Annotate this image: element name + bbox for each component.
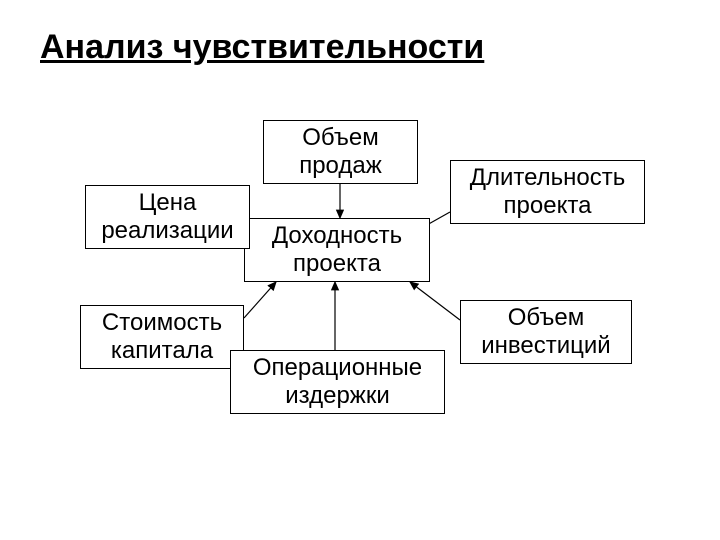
node-center: Доходностьпроекта [244,218,430,282]
edge-left2-to-center [244,282,276,318]
diagram-canvas: Анализ чувствительности Доходностьпроект… [0,0,720,540]
node-top: Объемпродаж [263,120,418,184]
node-right2: Объеминвестиций [460,300,632,364]
node-right1: Длительностьпроекта [450,160,645,224]
edge-right2-to-center [410,282,460,320]
node-left2: Стоимостькапитала [80,305,244,369]
node-left1: Ценареализации [85,185,250,249]
page-title: Анализ чувствительности [40,28,484,67]
node-bottom: Операционныеиздержки [230,350,445,414]
